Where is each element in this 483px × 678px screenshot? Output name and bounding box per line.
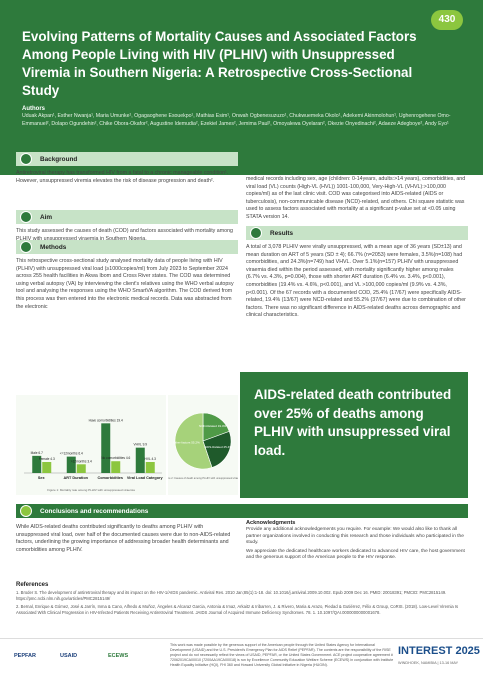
pie-slice-label: AIDS-Related 25.4% xyxy=(204,445,232,449)
references-label: References xyxy=(16,582,49,588)
methods-header: Methods xyxy=(16,240,238,254)
conclusions-icon xyxy=(20,505,32,517)
bar-category-label: Sex xyxy=(38,476,46,480)
acknowledgments-section: Acknowledgments Provide any additional a… xyxy=(246,520,468,562)
authors-label: Authors xyxy=(22,106,45,112)
background-label: Background xyxy=(40,155,78,163)
bar-data-label: Female 4.3 xyxy=(39,457,55,461)
conference-location: WINDHOEK, NAMIBIA | 13-16 MAY xyxy=(398,661,459,665)
bar xyxy=(135,447,145,473)
conference-name: INTEREST 2025 xyxy=(398,645,480,657)
cod-pie-chart: NCD-Related 19.4% AIDS-Related 25.4% Other… xyxy=(168,395,238,495)
bar-data-label: Male 6.7 xyxy=(31,451,43,455)
poster-number-badge: 430 xyxy=(431,10,463,30)
references-section: References 1. Broder S. The development … xyxy=(16,582,468,616)
background-text: Antiretroviral therapy has transformed H… xyxy=(16,170,229,184)
pie-slice xyxy=(174,412,213,470)
conclusions-section: Conclusions and recommendations xyxy=(16,504,468,518)
aim-header: Aim xyxy=(16,210,238,224)
bar-category-label: Comorbidities xyxy=(97,476,123,480)
bar-data-label: <=12months 6.4 xyxy=(60,452,83,456)
aim-label: Aim xyxy=(40,213,53,221)
conclusions-header: Conclusions and recommendations xyxy=(16,504,468,518)
pie-slice-label: Other factors 55.2% xyxy=(173,441,200,445)
background-header: Background xyxy=(16,152,238,166)
bar-data-label: HVL 4.3 xyxy=(145,457,157,461)
key-finding-box: AIDS-related death contributed over 25% … xyxy=(240,372,468,498)
acknowledgments-label: Acknowledgments xyxy=(246,520,296,526)
pie-slice-label: NCD-Related 19.4% xyxy=(199,424,227,428)
bar-data-label: No comorbidities 4.6 xyxy=(101,456,130,460)
reference-item-2: 2. Bernal, Enrique & Gómez, José & Jarrí… xyxy=(16,604,459,615)
pie-chart-caption: Figure 2: Causes of death among PLHIV wi… xyxy=(168,476,238,480)
results-text: A total of 3,078 PLHIV were virally unsu… xyxy=(246,244,466,319)
conclusions-text: While AIDS-related deaths contributed si… xyxy=(16,524,231,553)
conclusions-body: While AIDS-related deaths contributed si… xyxy=(16,524,236,554)
bar-data-label: >12months 3.4 xyxy=(71,459,92,463)
background-section: Background Antiretroviral therapy has tr… xyxy=(16,152,238,185)
bar xyxy=(145,461,155,473)
conclusions-label: Conclusions and recommendations xyxy=(40,507,149,515)
usaid-logo: USAID xyxy=(60,653,78,659)
results-section: Results A total of 3,078 PLHIV were vira… xyxy=(246,226,468,320)
acknowledgments-text-1: Provide any additional acknowledgements … xyxy=(246,527,464,546)
poster-title: Evolving Patterns of Mortality Causes an… xyxy=(22,29,417,98)
aim-text: This study assessed the causes of death … xyxy=(16,228,233,242)
pie-slice xyxy=(202,430,232,468)
bar-category-label: ART Duration xyxy=(64,476,89,480)
bar xyxy=(76,464,86,473)
bar-data-label: VHVL 9.9 xyxy=(133,443,147,447)
methods-continued: medical records including sex, age (chil… xyxy=(246,176,468,222)
footer: PEPFAR USAID ECEWS This work was made po… xyxy=(0,638,483,678)
bar xyxy=(111,461,121,473)
methods-continued-text: medical records including sex, age (chil… xyxy=(246,176,466,220)
bar xyxy=(66,456,76,473)
background-icon xyxy=(20,153,32,165)
acknowledgments-text-2: We appreciate the dedicated healthcare w… xyxy=(246,548,465,561)
funding-statement: This work was made possible by the gener… xyxy=(170,643,394,667)
target-icon xyxy=(20,211,32,223)
methods-text: This retrospective cross-sectional study… xyxy=(16,258,234,310)
charts-area: Male 6.7 Female 4.3 Sex <=12months 6.4 >12mo… xyxy=(16,395,238,495)
results-icon xyxy=(250,227,262,239)
header: 430 Evolving Patterns of Mortality Cause… xyxy=(0,0,483,175)
bar xyxy=(42,461,52,473)
results-header: Results xyxy=(246,226,468,240)
mortality-bar-chart: Male 6.7 Female 4.3 Sex <=12months 6.4 >12mo… xyxy=(16,395,166,495)
pepfar-logo: PEPFAR xyxy=(14,653,37,659)
reference-item-1: 1. Broder S. The development of antiretr… xyxy=(16,590,447,601)
methods-section: Methods This retrospective cross-section… xyxy=(16,240,238,311)
methods-icon xyxy=(20,241,32,253)
bar-category-label: Viral Load Category xyxy=(127,476,164,480)
ecews-logo: ECEWS xyxy=(108,653,129,659)
authors-list: Uduak Akpan¹, Esther Nwanja¹, Maria Umun… xyxy=(22,113,451,127)
methods-label: Methods xyxy=(40,243,67,251)
bar-chart-caption: Figure 1: Mortality rate among PLHIV wit… xyxy=(47,488,135,492)
bar xyxy=(32,455,42,473)
bar-chart-bg xyxy=(16,395,166,495)
results-label: Results xyxy=(270,229,294,237)
bar xyxy=(101,423,111,473)
aim-section: Aim This study assessed the causes of de… xyxy=(16,210,238,243)
bar-data-label: Have comorbidities 19.4 xyxy=(89,418,123,422)
